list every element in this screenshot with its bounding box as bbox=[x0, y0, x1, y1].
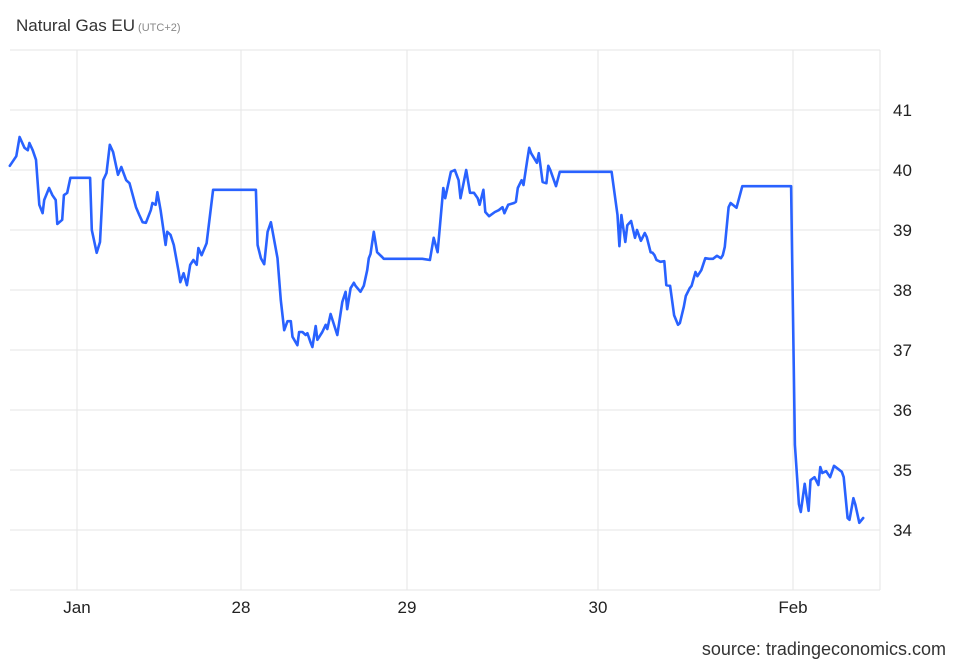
x-axis: Jan 28 29 30 Feb bbox=[63, 598, 807, 617]
x-tick-label: 29 bbox=[398, 598, 417, 617]
y-tick-label: 38 bbox=[893, 281, 912, 300]
y-tick-label: 41 bbox=[893, 101, 912, 120]
y-tick-label: 37 bbox=[893, 341, 912, 360]
y-tick-label: 39 bbox=[893, 221, 912, 240]
chart-title: Natural Gas EU (UTC+2) bbox=[16, 16, 181, 36]
x-tick-label: Jan bbox=[63, 598, 90, 617]
x-tick-label: Feb bbox=[778, 598, 807, 617]
x-tick-label: 30 bbox=[589, 598, 608, 617]
timezone-label: (UTC+2) bbox=[138, 22, 181, 34]
x-tick-label: 28 bbox=[232, 598, 251, 617]
chart-title-text: Natural Gas EU bbox=[16, 16, 136, 35]
y-tick-label: 40 bbox=[893, 161, 912, 180]
y-tick-label: 34 bbox=[893, 521, 912, 540]
series-line bbox=[8, 135, 865, 525]
y-tick-label: 35 bbox=[893, 461, 912, 480]
source-credit: source: tradingeconomics.com bbox=[701, 639, 946, 659]
y-tick-label: 36 bbox=[893, 401, 912, 420]
grid bbox=[10, 49, 881, 591]
y-axis: 34 35 36 37 38 39 40 41 bbox=[893, 101, 912, 540]
